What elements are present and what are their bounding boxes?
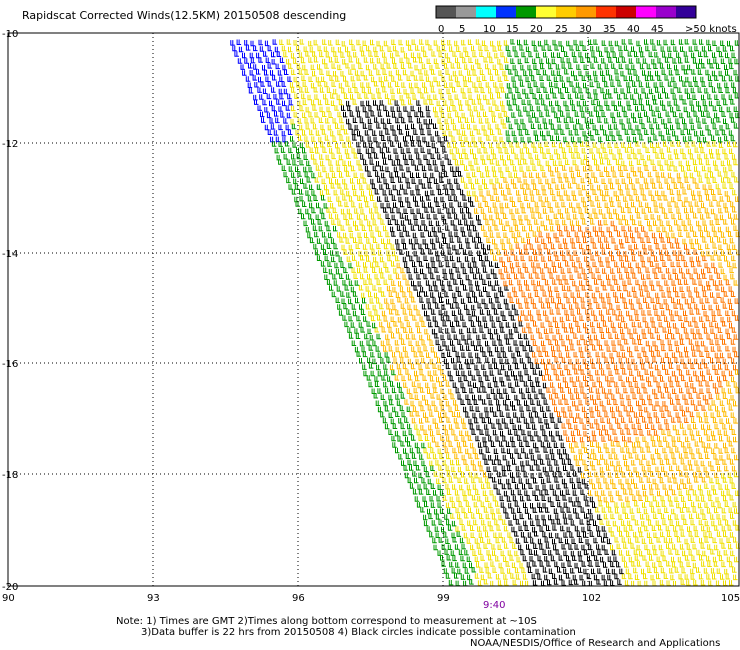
wind-barb-group xyxy=(379,160,740,503)
legend-label: 10 xyxy=(483,24,496,35)
lon-label: 99 xyxy=(437,593,450,604)
lat-label: -18 xyxy=(2,470,18,481)
lat-label: -16 xyxy=(2,359,18,370)
lon-label: 90 xyxy=(2,593,15,604)
legend-label: 0 xyxy=(438,24,444,35)
legend-swatch xyxy=(516,6,536,18)
legend-label: 45 xyxy=(651,24,664,35)
legend-label: 35 xyxy=(603,24,616,35)
time-label: 9:40 xyxy=(483,600,505,611)
legend-label: 25 xyxy=(555,24,568,35)
note-line-1: Note: 1) Times are GMT 2)Times along bot… xyxy=(116,616,537,627)
legend-label: 15 xyxy=(506,24,519,35)
note-line-2: 3)Data buffer is 22 hrs from 20150508 4)… xyxy=(141,627,576,638)
credit-line: NOAA/NESDIS/Office of Research and Appli… xyxy=(470,638,721,649)
wind-barb-group xyxy=(230,39,294,143)
legend-swatch xyxy=(656,6,676,18)
color-legend: 0 5 10 15 20 25 30 35 40 45 >50 knots xyxy=(435,5,737,35)
legend-swatch xyxy=(456,6,476,18)
lat-label: -12 xyxy=(2,139,18,150)
lat-label: -20 xyxy=(2,582,18,593)
legend-swatch xyxy=(596,6,616,18)
lon-label: 96 xyxy=(292,593,305,604)
lat-label: -10 xyxy=(2,29,18,40)
legend-label: 5 xyxy=(459,24,465,35)
legend-swatch xyxy=(636,6,656,18)
legend-label: 30 xyxy=(579,24,592,35)
wind-barb-group xyxy=(271,39,740,587)
lon-label: 105 xyxy=(721,593,740,604)
legend-swatch xyxy=(616,6,636,18)
legend-swatch xyxy=(496,6,516,18)
lon-label: 102 xyxy=(582,593,601,604)
map-frame xyxy=(7,32,740,587)
legend-label: 20 xyxy=(530,24,543,35)
wind-barbs xyxy=(230,39,740,587)
legend-label: >50 knots xyxy=(685,24,737,35)
legend-label: 40 xyxy=(627,24,640,35)
legend-swatch xyxy=(536,6,556,18)
lon-label: 93 xyxy=(147,593,160,604)
legend-swatch xyxy=(676,6,696,18)
lat-lon-grid xyxy=(8,33,739,586)
legend-swatch xyxy=(476,6,496,18)
legend-swatch xyxy=(436,6,456,18)
legend-swatch xyxy=(576,6,596,18)
lat-label: -14 xyxy=(2,249,18,260)
map-title: Rapidscat Corrected Winds(12.5KM) 201505… xyxy=(22,9,347,22)
legend-swatch xyxy=(556,6,576,18)
wind-barb-group xyxy=(498,220,740,443)
wind-barb-group xyxy=(341,100,624,587)
